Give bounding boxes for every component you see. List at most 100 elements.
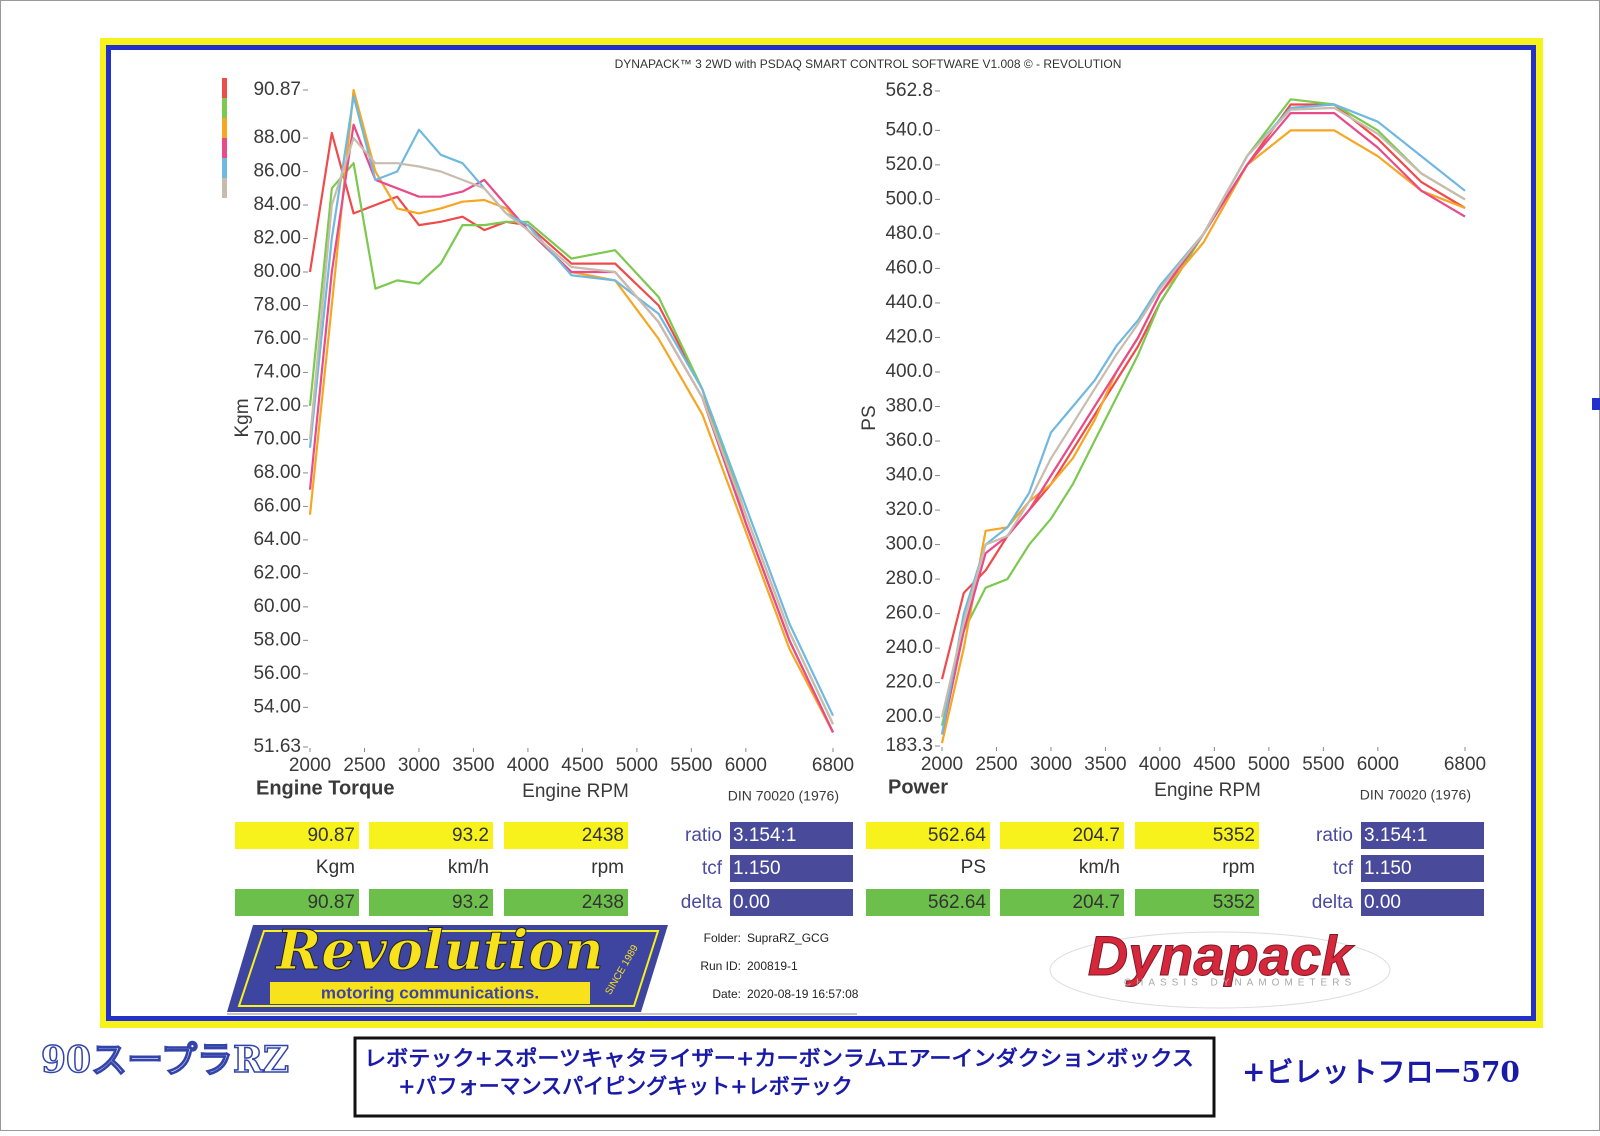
y-tick-label: 66.00 bbox=[253, 495, 301, 516]
y-tick-label: 51.63 bbox=[253, 736, 301, 757]
legend-swatch bbox=[222, 158, 227, 178]
readout-box bbox=[369, 822, 493, 849]
x-tick-label: 3500 bbox=[1084, 754, 1126, 775]
x-tick-label: 3000 bbox=[398, 755, 440, 776]
readout-box bbox=[235, 889, 359, 916]
readout-value: 204.7 bbox=[1072, 892, 1120, 913]
param-value: 3.154:1 bbox=[1364, 825, 1427, 846]
x-tick-label: 2500 bbox=[975, 754, 1017, 775]
x-tick-label: 6000 bbox=[1357, 754, 1399, 775]
y-tick-label: 72.00 bbox=[253, 395, 301, 416]
y-tick-label: 340.0 bbox=[885, 465, 933, 486]
y-tick-label: 520.0 bbox=[885, 154, 933, 175]
y-tick-label: 76.00 bbox=[253, 328, 301, 349]
readout-box bbox=[1135, 822, 1259, 849]
header-title: DYNAPACK™ 3 2WD with PSDAQ SMART CONTROL… bbox=[615, 57, 1122, 71]
param-box bbox=[1361, 889, 1484, 916]
x-tick-label: 5500 bbox=[1302, 754, 1344, 775]
x-tick-label: 3500 bbox=[452, 755, 494, 776]
y-tick-label: 260.0 bbox=[885, 603, 933, 624]
run-info-value: 200819-1 bbox=[747, 959, 798, 973]
y-tick-label: 220.0 bbox=[885, 672, 933, 693]
y-tick-label: 240.0 bbox=[885, 637, 933, 658]
y-tick-label: 86.00 bbox=[253, 161, 301, 182]
mods-line: レボテック+スポーツキャタライザー+カーボンラムエアーインダクションボックス bbox=[364, 1046, 1194, 1071]
readout-value: 562.64 bbox=[928, 892, 987, 913]
readout-unit: rpm bbox=[1222, 857, 1255, 878]
revolution-tagline-bg bbox=[270, 982, 590, 1004]
edge-mark bbox=[1592, 398, 1600, 410]
param-label: tcf bbox=[702, 858, 723, 879]
param-value: 1.150 bbox=[1364, 858, 1412, 879]
readout-value: 5352 bbox=[1213, 825, 1255, 846]
y-tick-label: 360.0 bbox=[885, 430, 933, 451]
param-value: 3.154:1 bbox=[733, 825, 796, 846]
series-line bbox=[940, 103, 1466, 735]
series-line bbox=[940, 112, 1466, 735]
y-axis-label: Kgm bbox=[232, 398, 253, 437]
y-tick-label: 60.00 bbox=[253, 596, 301, 617]
dynapack-name: Dynapack bbox=[1088, 924, 1355, 987]
y-tick-label: 58.00 bbox=[253, 629, 301, 650]
readout-value: 5352 bbox=[1213, 892, 1255, 913]
series-line bbox=[308, 137, 834, 725]
y-tick-label: 74.00 bbox=[253, 361, 301, 382]
mods-line: +パフォーマンスパイピングキット+レボテック bbox=[398, 1074, 853, 1099]
x-tick-label: 2000 bbox=[921, 754, 963, 775]
readout-box bbox=[1135, 889, 1259, 916]
chart-note: DIN 70020 (1976) bbox=[728, 788, 839, 804]
x-tick-label: 2000 bbox=[289, 755, 331, 776]
y-tick-label: 84.00 bbox=[253, 194, 301, 215]
x-tick-label: 5500 bbox=[670, 755, 712, 776]
y-tick-label: 90.87 bbox=[253, 79, 301, 100]
y-tick-label: 440.0 bbox=[885, 292, 933, 313]
car-model: 90スープラRZ bbox=[41, 1039, 289, 1081]
readout-unit: rpm bbox=[591, 857, 624, 878]
run-info-label: Run ID: bbox=[700, 959, 741, 973]
param-label: delta bbox=[1312, 892, 1354, 913]
y-tick-label: 88.00 bbox=[253, 127, 301, 148]
y-tick-label: 68.00 bbox=[253, 462, 301, 483]
readout-value: 93.2 bbox=[452, 892, 489, 913]
x-tick-label: 3000 bbox=[1030, 754, 1072, 775]
y-tick-label: 400.0 bbox=[885, 361, 933, 382]
readout-box bbox=[369, 889, 493, 916]
run-info-label: Date: bbox=[712, 987, 741, 1001]
readout-box bbox=[1000, 889, 1124, 916]
readout-box bbox=[866, 889, 990, 916]
x-tick-label: 5000 bbox=[1248, 754, 1290, 775]
param-value: 0.00 bbox=[733, 892, 770, 913]
y-tick-label: 320.0 bbox=[885, 499, 933, 520]
y-tick-label: 562.8 bbox=[885, 80, 933, 101]
y-tick-label: 420.0 bbox=[885, 326, 933, 347]
revolution-logo-border bbox=[237, 930, 660, 1007]
param-box bbox=[730, 889, 853, 916]
readout-value: 93.2 bbox=[452, 825, 489, 846]
readout-value: 2438 bbox=[582, 825, 624, 846]
series-line bbox=[940, 98, 1466, 727]
run-info-value: 2020-08-19 16:57:08 bbox=[747, 987, 859, 1001]
readout-unit: Kgm bbox=[316, 857, 355, 878]
extra-mod: +ビレットフロー570 bbox=[1242, 1056, 1520, 1089]
revolution-tagline: motoring communications. bbox=[321, 983, 539, 1002]
param-box bbox=[1361, 822, 1484, 849]
x-axis-label: Engine RPM bbox=[1154, 780, 1261, 801]
readout-box bbox=[504, 889, 628, 916]
readout-unit: km/h bbox=[1079, 857, 1120, 878]
y-tick-label: 300.0 bbox=[885, 534, 933, 555]
readout-value: 204.7 bbox=[1072, 825, 1120, 846]
readout-value: 90.87 bbox=[307, 825, 355, 846]
x-tick-label: 5000 bbox=[616, 755, 658, 776]
chart-title: Engine Torque bbox=[256, 777, 395, 799]
y-tick-label: 54.00 bbox=[253, 696, 301, 717]
legend-swatch bbox=[222, 138, 227, 158]
revolution-name: Revolution bbox=[274, 918, 603, 982]
param-box bbox=[730, 855, 853, 882]
x-tick-label: 4500 bbox=[561, 755, 603, 776]
x-tick-label: 4000 bbox=[1139, 754, 1181, 775]
readout-unit: km/h bbox=[448, 857, 489, 878]
readout-box bbox=[1000, 822, 1124, 849]
x-tick-label: 4500 bbox=[1193, 754, 1235, 775]
series-line bbox=[940, 106, 1466, 718]
readout-box bbox=[504, 822, 628, 849]
